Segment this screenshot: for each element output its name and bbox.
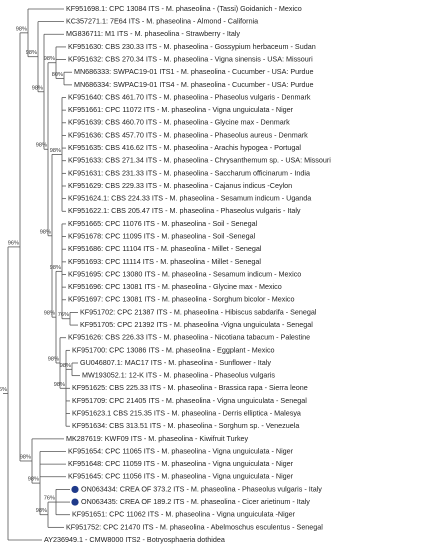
support-label: 98%: [48, 356, 59, 362]
leaf-label: GU046807.1: MAC17 ITS - M. phaseolina - …: [80, 358, 271, 367]
marker: [71, 485, 79, 494]
leaf-label: MN686333: SWPAC19-01 ITS1 - M. phaseolin…: [74, 67, 314, 76]
leaf-label: KF951700: CPC 13086 ITS - M. phaseolina …: [72, 345, 275, 354]
leaf-label: KF951640: CBS 461.70 ITS - M. phaseolina…: [68, 92, 311, 101]
leaf-label: KF951678: CPC 11095 ITS - M. phaseolina …: [68, 231, 256, 240]
marker: [71, 498, 79, 506]
support-label: 98%: [40, 229, 51, 235]
leaf-label: KF951624.1: CBS 224.33 ITS - M. phaseoli…: [68, 194, 311, 203]
leaf-label: KF951634: CBS 313.51 ITS - M. phaseolina…: [72, 421, 299, 430]
leaf-label: KF951623.1 CBS 215.35 ITS - M. phaseolin…: [72, 408, 301, 417]
leaf-label: KF951709: CPC 21405 ITS - M. phaseolina …: [72, 396, 307, 405]
support-label: 96%: [8, 240, 19, 246]
support-label: 98%: [44, 311, 55, 317]
leaf-label: KF951651: CPC 11062 ITS - M. phaseolina …: [72, 510, 296, 519]
support-label: 98%: [50, 148, 61, 154]
leaf-label: KF951705: CPC 21392 ITS - M. phaseolina …: [80, 320, 313, 329]
leaf-label: MG836711: M1 ITS - M. phaseolina - Straw…: [66, 29, 240, 38]
leaf-label: KF951702: CPC 21387 ITS - M. phaseolina …: [80, 307, 317, 316]
leaf-label: KF951633: CBS 271.34 ITS - M. phaseolina…: [68, 156, 331, 165]
leaf-label: KF951632: CBS 270.34 ITS - M. phaseolina…: [68, 54, 313, 63]
leaf-label: KF951622.1: CBS 205.47 ITS - M. phaseoli…: [68, 206, 301, 215]
leaf-label: KF951626: CBS 226.33 ITS - M. phaseolina…: [68, 333, 310, 342]
leaf-label: KF951695: CPC 13080 ITS - M. phaseolina …: [68, 269, 301, 278]
leaf-label: KF951698.1: CPC 13084 ITS - M. phaseolin…: [66, 4, 302, 13]
support-label: 98%: [50, 265, 61, 271]
leaf-label: KC357271.1: 7E64 ITS - M. phaseolina - A…: [66, 17, 258, 26]
support-label: 98%: [28, 477, 39, 483]
leaf-label: KF951752: CPC 21470 ITS - M. phaseolina …: [66, 522, 323, 531]
support-label: 98%: [44, 56, 55, 62]
leaf-label: KF951636: CBS 457.70 ITS - M. phaseolina…: [68, 130, 308, 139]
support-label: 98%: [36, 508, 47, 514]
support-label: 76%: [58, 312, 69, 318]
leaf-label: KF951693: CPC 11114 ITS - M. phaseolina …: [68, 257, 261, 266]
support-label: 98%: [36, 143, 47, 149]
support-label: 80%: [52, 72, 63, 78]
leaf-label: KF951630: CBS 230.33 ITS - M. phaseolina…: [68, 42, 316, 51]
leaf-label: KF951654: CPC 11065 ITS - M. phaseolina …: [68, 446, 294, 455]
leaf-label: KF951696: CPC 13081 ITS - M. phaseolina …: [68, 282, 282, 291]
support-label: 98%: [32, 85, 43, 91]
support-label: 98%: [26, 50, 37, 56]
leaf-label: ON063435: CREA OF 189.2 ITS - M. phaseol…: [81, 497, 310, 506]
leaf-label: MW193052.1: 12-K ITS - M. phaseolina - P…: [82, 371, 275, 380]
support-label: 76%: [44, 496, 55, 502]
leaf-label: KF951631: CBS 231.33 ITS - M. phaseolina…: [68, 168, 310, 177]
leaf-label: KF951639: CBS 460.70 ITS - M. phaseolina…: [68, 118, 290, 127]
support-label: 98%: [20, 454, 31, 460]
leaf-label: MK287619: KWF09 ITS - M. phaseolina - Ki…: [66, 434, 249, 443]
support-label: 98%: [60, 363, 71, 369]
leaf-label: KF951629: CBS 229.33 ITS - M. phaseolina…: [68, 181, 292, 190]
leaf-label: KF951665: CPC 11076 ITS - M. phaseolina …: [68, 219, 258, 228]
leaf-label: KF951686: CPC 11104 ITS - M. phaseolina …: [68, 244, 262, 253]
leaf-label: KF951661: CPC 11072 ITS - M. phaseolina …: [68, 105, 294, 114]
support-label: 98%: [16, 26, 27, 32]
leaf-label: MN686334: SWPAC19-01 ITS4 - M. phaseolin…: [74, 80, 314, 89]
leaf-label: ON063434: CREA OF 373.2 ITS - M. phaseol…: [81, 484, 322, 493]
leaf-label: KF951645: CPC 11056 ITS - M. phaseolina …: [68, 472, 294, 481]
leaf-label: KF951648: CPC 11059 ITS - M. phaseolina …: [68, 459, 294, 468]
support-label: 96%: [0, 387, 7, 393]
leaf-label: KF951697: CPC 13081 ITS - M. phaseolina …: [68, 295, 295, 304]
leaf-label: KF951635: CBS 416.62 ITS - M. phaseolina…: [68, 143, 301, 152]
leaf-label: KF951625: CBS 225.33 ITS - M. phaseolina…: [72, 383, 308, 392]
support-label: 98%: [54, 382, 65, 388]
leaf-label: AY236949.1 - CMW8000 ITS2 - Botryosphaer…: [44, 535, 225, 544]
